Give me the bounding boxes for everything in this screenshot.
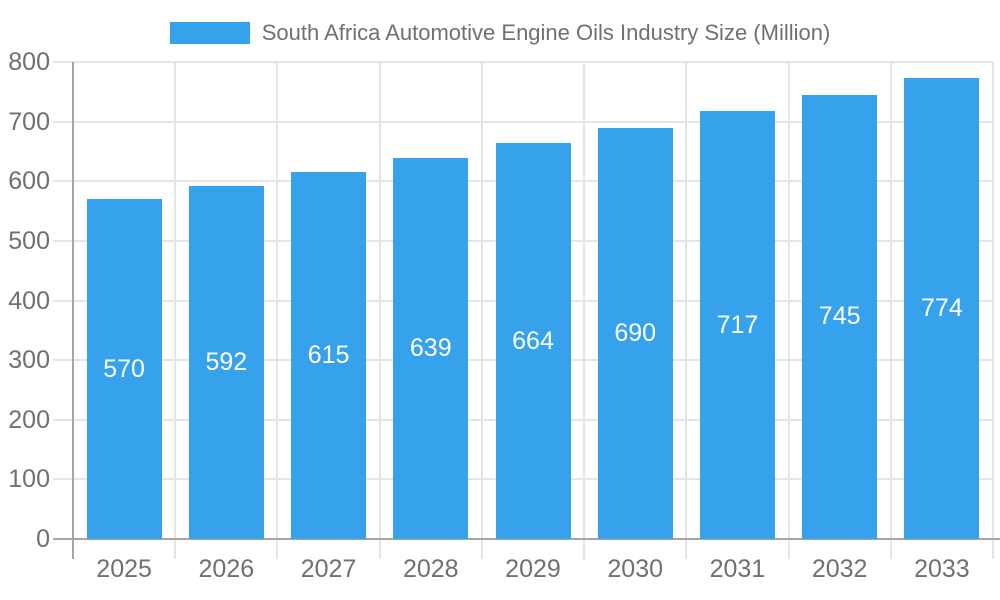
bar-2026[interactable]: 592 bbox=[188, 186, 264, 539]
x-tick-label: 2031 bbox=[709, 555, 766, 583]
bar-value-label: 745 bbox=[818, 302, 861, 331]
y-axis-tick bbox=[53, 478, 73, 481]
gridline-vertical bbox=[685, 62, 688, 539]
bar-2029[interactable]: 664 bbox=[495, 143, 571, 539]
gridline-vertical bbox=[787, 62, 790, 539]
y-axis-tick bbox=[53, 299, 73, 302]
gridline-vertical bbox=[992, 62, 994, 539]
y-axis-tick bbox=[53, 418, 73, 421]
x-tick-label: 2029 bbox=[505, 555, 561, 583]
x-tick-label: 2025 bbox=[96, 555, 152, 583]
y-tick-label: 200 bbox=[8, 405, 50, 434]
bar-value-label: 717 bbox=[716, 310, 759, 339]
bar-value-label: 570 bbox=[103, 354, 145, 383]
bar-2033[interactable]: 774 bbox=[904, 77, 980, 539]
x-axis-tick bbox=[174, 539, 177, 559]
legend-swatch-icon bbox=[169, 22, 250, 44]
x-tick-label: 2032 bbox=[811, 555, 868, 583]
bar-2025[interactable]: 570 bbox=[86, 199, 162, 539]
gridline-vertical bbox=[583, 62, 586, 539]
x-axis-tick bbox=[992, 539, 994, 559]
gridline-vertical bbox=[378, 62, 381, 539]
bar-2032[interactable]: 745 bbox=[802, 94, 878, 539]
gridline-horizontal bbox=[73, 61, 993, 63]
legend-label: South Africa Automotive Engine Oils Indu… bbox=[261, 20, 831, 45]
y-tick-label: 400 bbox=[8, 286, 50, 315]
y-tick-label: 300 bbox=[8, 346, 50, 375]
y-axis-tick bbox=[53, 239, 73, 242]
x-tick-label: 2028 bbox=[402, 555, 459, 583]
x-axis-tick bbox=[583, 539, 586, 559]
bar-2031[interactable]: 717 bbox=[699, 111, 775, 539]
y-tick-label: 700 bbox=[8, 107, 50, 136]
bar-2030[interactable]: 690 bbox=[597, 127, 673, 539]
y-tick-label: 600 bbox=[8, 167, 50, 196]
y-tick-label: 0 bbox=[36, 525, 50, 553]
x-axis-tick bbox=[480, 539, 483, 559]
x-axis-tick bbox=[276, 539, 279, 559]
y-axis-tick bbox=[53, 61, 73, 63]
x-axis-tick bbox=[889, 539, 892, 559]
x-tick-label: 2030 bbox=[607, 555, 664, 583]
gridline-vertical bbox=[480, 62, 483, 539]
x-axis-tick bbox=[685, 539, 688, 559]
y-axis-tick bbox=[53, 180, 73, 183]
bar-value-label: 592 bbox=[205, 348, 248, 376]
y-tick-label: 800 bbox=[8, 48, 50, 76]
x-axis-tick bbox=[787, 539, 790, 559]
gridline-vertical bbox=[276, 62, 279, 539]
gridline-vertical bbox=[889, 62, 892, 539]
x-axis-tick bbox=[378, 539, 381, 559]
legend-item[interactable]: South Africa Automotive Engine Oils Indu… bbox=[0, 20, 1000, 46]
bar-2028[interactable]: 639 bbox=[393, 157, 469, 539]
x-axis-line bbox=[53, 538, 1000, 540]
bar-2027[interactable]: 615 bbox=[291, 172, 367, 539]
bar-value-label: 690 bbox=[614, 318, 657, 347]
bar-value-label: 639 bbox=[409, 333, 452, 362]
y-axis-tick bbox=[53, 359, 73, 362]
bar-value-label: 774 bbox=[921, 293, 963, 322]
x-tick-label: 2033 bbox=[914, 555, 970, 583]
y-axis-line bbox=[72, 62, 74, 559]
y-tick-label: 500 bbox=[8, 226, 50, 255]
x-tick-label: 2026 bbox=[198, 555, 255, 583]
y-axis-tick bbox=[53, 120, 73, 123]
bar-value-label: 615 bbox=[307, 341, 350, 370]
gridline-vertical bbox=[174, 62, 177, 539]
y-tick-label: 100 bbox=[8, 465, 50, 494]
gridline-horizontal bbox=[73, 120, 993, 123]
bar-value-label: 664 bbox=[512, 326, 554, 355]
x-tick-label: 2027 bbox=[300, 555, 357, 583]
